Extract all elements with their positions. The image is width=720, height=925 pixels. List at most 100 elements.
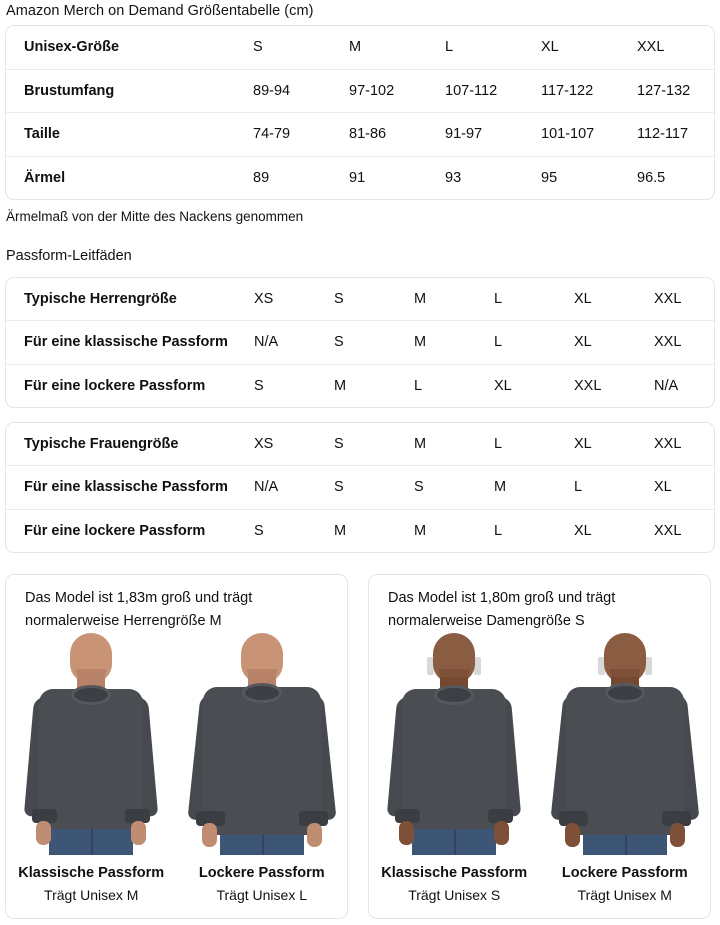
cell: 97-102 xyxy=(349,68,445,113)
left-hand xyxy=(564,823,580,847)
cell: M xyxy=(349,39,362,56)
cell: XXL xyxy=(654,320,714,365)
right-hand xyxy=(306,823,322,847)
right-cuff xyxy=(125,809,151,823)
mens-fit-table-grid: Typische Herrengröße XS S M L XL XXL Für… xyxy=(6,278,714,407)
table-row: Brustumfang 89-94 97-102 107-112 117-122… xyxy=(6,68,714,113)
right-cuff xyxy=(661,811,691,826)
fit-title: Klassische Passform xyxy=(381,865,528,881)
row-header: Typische Frauengröße xyxy=(24,436,179,453)
table-row: Ärmel 89 91 93 95 96.5 xyxy=(6,155,714,199)
sweatshirt-body xyxy=(39,689,144,829)
mens-model-figures xyxy=(6,633,347,855)
cell: L xyxy=(494,508,574,552)
cell: XL xyxy=(494,363,574,407)
right-earring xyxy=(474,657,482,675)
cell: M xyxy=(494,465,574,510)
right-cuff xyxy=(488,809,514,823)
left-hand xyxy=(399,821,415,845)
cell: 89-94 xyxy=(253,68,349,113)
cell: S xyxy=(334,291,344,308)
cell: S xyxy=(334,436,344,453)
right-cuff xyxy=(298,811,328,826)
sweatshirt-body xyxy=(202,687,321,835)
left-cuff xyxy=(558,811,588,826)
mens-classic-fit-label: Klassische Passform Trägt Unisex M xyxy=(6,862,177,906)
female-model-illustration xyxy=(379,633,529,855)
womens-model-card: Das Model ist 1,80m groß und trägt norma… xyxy=(368,574,711,919)
womens-model-figures xyxy=(369,633,710,855)
cell: XL xyxy=(574,291,592,308)
left-cuff xyxy=(395,809,421,823)
womens-loose-fit-label: Lockere Passform Trägt Unisex M xyxy=(540,862,711,906)
cell: L xyxy=(494,291,503,308)
cell: XXL xyxy=(654,436,682,453)
fit-subtitle: Trägt Unisex M xyxy=(44,887,139,903)
left-earring xyxy=(597,657,605,675)
cell: 96.5 xyxy=(637,155,714,199)
womens-classic-fit-label: Klassische Passform Trägt Unisex S xyxy=(369,862,540,906)
mens-model-card: Das Model ist 1,83m groß und trägt norma… xyxy=(5,574,348,919)
table-row: Unisex-Größe S M L XL XXL xyxy=(6,26,714,69)
row-header: Unisex-Größe xyxy=(24,39,120,56)
womens-fit-guide-table: Typische Frauengröße XS S M L XL XXL Für… xyxy=(5,422,715,553)
left-cuff xyxy=(32,809,58,823)
left-hand xyxy=(36,821,52,845)
table-row: Taille 74-79 81-86 91-97 101-107 112-117 xyxy=(6,112,714,156)
right-hand xyxy=(494,821,510,845)
cell: XL xyxy=(574,436,592,453)
cell: 95 xyxy=(541,155,637,199)
cell: 117-122 xyxy=(541,68,637,113)
fit-subtitle: Trägt Unisex M xyxy=(577,887,672,903)
cell: XL xyxy=(541,39,559,56)
collar xyxy=(604,683,645,703)
cell: 74-79 xyxy=(253,112,349,156)
cell: XL xyxy=(574,320,654,365)
cell: 91 xyxy=(349,155,445,199)
collar xyxy=(71,685,112,705)
cell: 89 xyxy=(253,155,349,199)
row-header: Ärmel xyxy=(6,155,253,199)
unisex-measurement-table: Unisex-Größe S M L XL XXL Brustumfang 89… xyxy=(5,25,715,200)
cell: S xyxy=(334,320,414,365)
male-model-illustration xyxy=(187,633,337,855)
cell: S xyxy=(253,39,263,56)
cell: 127-132 xyxy=(637,68,714,113)
cell: XS xyxy=(254,436,274,453)
cell: N/A xyxy=(654,363,714,407)
cell: N/A xyxy=(254,320,334,365)
cell: M xyxy=(414,436,427,453)
row-header: Taille xyxy=(6,112,253,156)
cell: 101-107 xyxy=(541,112,637,156)
mens-loose-fit-figure xyxy=(177,633,348,855)
left-earring xyxy=(427,657,435,675)
row-header: Typische Herrengröße xyxy=(24,291,177,308)
fit-title: Klassische Passform xyxy=(18,865,165,881)
fit-subtitle: Trägt Unisex S xyxy=(408,887,501,903)
table-row: Für eine klassische Passform N/A S M L X… xyxy=(6,320,714,365)
table-row: Für eine lockere Passform S M L XL XXL N… xyxy=(6,363,714,407)
cell: M xyxy=(414,508,494,552)
cell: M xyxy=(414,291,427,308)
fit-title: Lockere Passform xyxy=(198,865,325,881)
row-header: Für eine lockere Passform xyxy=(6,363,254,407)
cell: L xyxy=(445,39,454,56)
cell: L xyxy=(414,363,494,407)
sweatshirt-body xyxy=(402,689,507,829)
left-hand xyxy=(201,823,217,847)
womens-fit-labels: Klassische Passform Trägt Unisex S Locke… xyxy=(369,862,710,906)
page-title: Amazon Merch on Demand Größentabelle (cm… xyxy=(6,3,314,19)
row-header: Für eine klassische Passform xyxy=(6,320,254,365)
mens-fit-labels: Klassische Passform Trägt Unisex M Locke… xyxy=(6,862,347,906)
cell: S xyxy=(414,465,494,510)
table-row: Typische Herrengröße XS S M L XL XXL xyxy=(6,278,714,321)
table-row: Typische Frauengröße XS S M L XL XXL xyxy=(6,423,714,466)
cell: M xyxy=(334,363,414,407)
female-model-illustration xyxy=(550,633,700,855)
womens-loose-fit-figure xyxy=(540,633,711,855)
cell: XXL xyxy=(654,291,682,308)
cell: S xyxy=(254,363,334,407)
cell: 93 xyxy=(445,155,541,199)
cell: M xyxy=(334,508,414,552)
womens-classic-fit-figure xyxy=(369,633,540,855)
